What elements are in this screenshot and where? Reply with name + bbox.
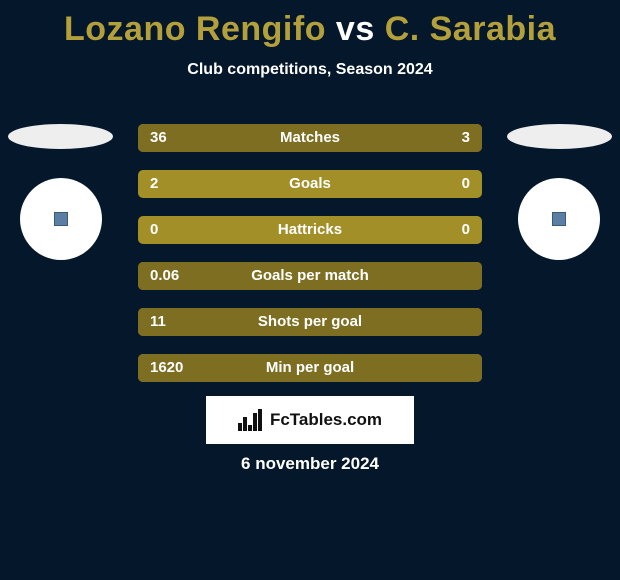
stat-label: Min per goal — [138, 354, 482, 382]
stat-row: 20Goals — [138, 170, 482, 198]
stat-label: Matches — [138, 124, 482, 152]
stat-row: 00Hattricks — [138, 216, 482, 244]
placeholder-icon — [54, 212, 68, 226]
subtitle: Club competitions, Season 2024 — [0, 61, 620, 79]
title-vs: vs — [326, 10, 385, 48]
date-label: 6 november 2024 — [0, 454, 620, 474]
brand-box: FcTables.com — [206, 396, 414, 444]
stat-bars: 363Matches 20Goals 00Hattricks 0.06Goals pe… — [138, 124, 482, 400]
title-player1: Lozano Rengifo — [64, 10, 326, 48]
stat-row: 363Matches — [138, 124, 482, 152]
stat-row: 0.06Goals per match — [138, 262, 482, 290]
stat-row: 11Shots per goal — [138, 308, 482, 336]
brand-text: FcTables.com — [270, 410, 382, 430]
stat-label: Hattricks — [138, 216, 482, 244]
placeholder-icon — [552, 212, 566, 226]
brand-chart-icon — [238, 409, 264, 431]
stat-row: 1620Min per goal — [138, 354, 482, 382]
player-photo-placeholder-left — [20, 178, 102, 260]
stat-label: Goals — [138, 170, 482, 198]
team-logo-placeholder-right — [507, 124, 612, 149]
page-title: Lozano Rengifo vs C. Sarabia — [0, 0, 620, 49]
player-photo-placeholder-right — [518, 178, 600, 260]
title-player2: C. Sarabia — [385, 10, 556, 48]
stat-label: Shots per goal — [138, 308, 482, 336]
team-logo-placeholder-left — [8, 124, 113, 149]
stat-label: Goals per match — [138, 262, 482, 290]
